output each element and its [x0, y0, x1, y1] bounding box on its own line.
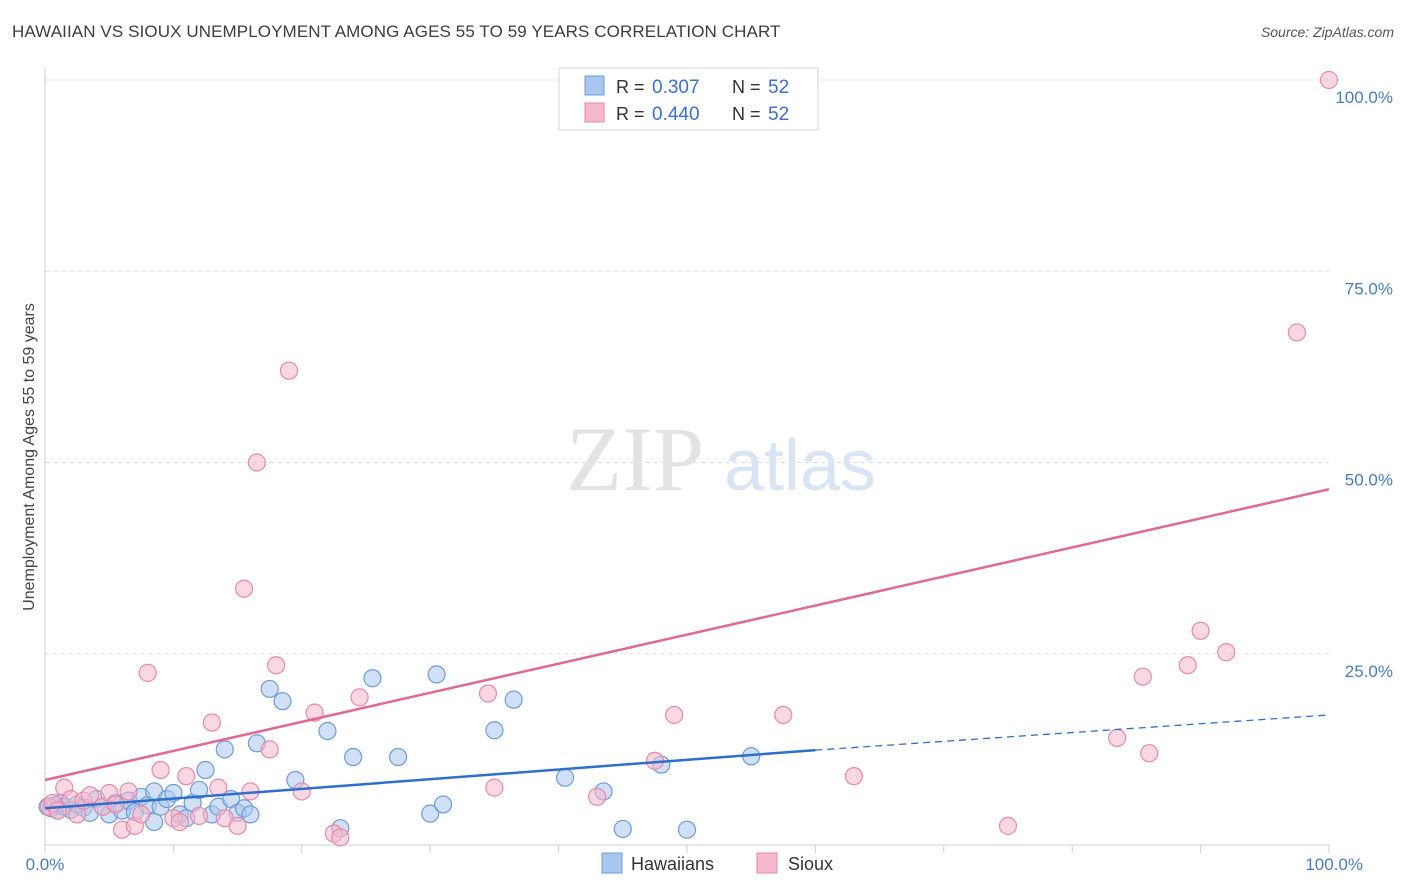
point-sioux-45 — [1133, 667, 1152, 686]
point-hawaiians-52 — [613, 819, 632, 839]
axes — [44, 68, 1330, 853]
y-tick-label-3: 25.0% — [1345, 662, 1393, 681]
point-sioux-49 — [1217, 643, 1236, 662]
point-sioux-20 — [189, 806, 209, 826]
point-sioux-12 — [119, 782, 138, 801]
tick-labels: 100.0% 75.0% 50.0% 25.0% 0.0% 100.0% — [26, 88, 1393, 874]
point-sioux-51 — [1319, 70, 1339, 90]
point-sioux-46 — [1140, 744, 1159, 763]
point-hawaiians-44 — [389, 747, 408, 767]
watermark-zip: ZIP — [566, 408, 704, 510]
point-hawaiians-43 — [363, 669, 382, 688]
point-sioux-34 — [331, 828, 350, 847]
point-sioux-47 — [1178, 656, 1197, 675]
point-hawaiians-47 — [433, 795, 453, 814]
point-sioux-14 — [132, 805, 151, 824]
point-sioux-21 — [202, 713, 222, 732]
trend-line-sioux — [44, 488, 1330, 782]
trend-line-hawaiians-projection — [815, 714, 1330, 751]
y-tick-label-0: 100.0% — [1335, 88, 1393, 107]
point-hawaiians-46 — [427, 665, 446, 684]
point-sioux-48 — [1191, 621, 1210, 640]
point-sioux-40 — [665, 705, 684, 725]
y-axis-label: Unemployment Among Ages 55 to 59 years — [21, 303, 38, 611]
point-sioux-38 — [588, 787, 607, 806]
point-hawaiians-49 — [504, 690, 523, 709]
point-sioux-43 — [998, 816, 1018, 835]
bottom-legend: Hawaiians Sioux — [601, 852, 833, 874]
legend-hawaiians-r-value: 0.307 — [652, 77, 700, 98]
bottom-legend-sioux-swatch — [756, 852, 778, 874]
y-tick-label-2: 50.0% — [1345, 471, 1393, 490]
bottom-legend-sioux-label: Sioux — [788, 854, 833, 874]
point-sioux-50 — [1287, 323, 1307, 342]
bottom-legend-hawaiians-swatch — [601, 852, 623, 874]
point-hawaiians-54 — [677, 820, 697, 839]
point-hawaiians-27 — [189, 780, 209, 800]
point-sioux-37 — [485, 778, 504, 797]
point-sioux-41 — [774, 705, 793, 725]
legend-hawaiians-swatch — [584, 75, 605, 96]
point-sioux-30 — [279, 361, 299, 380]
watermark-atlas: atlas — [724, 426, 876, 506]
point-sioux-35 — [350, 688, 369, 707]
legend: R = 0.307 N = 52 R = 0.440 N = 52 — [558, 67, 819, 131]
x-tick-label-0: 0.0% — [26, 855, 65, 874]
trend-line-hawaiians — [44, 748, 816, 810]
point-sioux-25 — [234, 579, 254, 598]
point-sioux-16 — [151, 760, 170, 780]
point-sioux-15 — [138, 663, 157, 682]
point-sioux-44 — [1108, 728, 1127, 748]
point-hawaiians-50 — [555, 768, 575, 787]
trend-lines — [44, 488, 1330, 810]
watermark: ZIP atlas — [566, 408, 876, 510]
legend-sioux-r-value: 0.440 — [652, 104, 700, 125]
point-hawaiians-48 — [485, 721, 504, 740]
point-hawaiians-42 — [344, 747, 363, 767]
point-sioux-31 — [292, 782, 311, 801]
legend-sioux-n-value: 52 — [768, 104, 789, 125]
point-sioux-27 — [247, 453, 266, 472]
point-hawaiians-31 — [215, 740, 234, 759]
point-sioux-28 — [260, 740, 279, 759]
x-tick-label-1: 100.0% — [1305, 855, 1363, 874]
chart-title: HAWAIIAN VS SIOUX UNEMPLOYMENT AMONG AGE… — [12, 22, 781, 41]
point-sioux-29 — [267, 656, 286, 675]
point-hawaiians-38 — [273, 692, 292, 711]
point-sioux-18 — [170, 812, 189, 832]
point-hawaiians-45 — [421, 804, 440, 823]
legend-hawaiians-r-label: R = — [616, 77, 645, 97]
point-hawaiians-35 — [241, 805, 260, 824]
legend-hawaiians-n-value: 52 — [768, 77, 789, 98]
point-sioux-36 — [478, 684, 498, 703]
legend-sioux-r-label: R = — [616, 104, 645, 124]
point-hawaiians-28 — [196, 760, 215, 780]
point-hawaiians-37 — [260, 679, 279, 699]
legend-hawaiians-n-label: N = — [732, 77, 761, 97]
point-sioux-19 — [177, 767, 196, 786]
point-sioux-24 — [228, 816, 247, 835]
y-tick-label-1: 75.0% — [1345, 279, 1393, 298]
bottom-legend-hawaiians-label: Hawaiians — [631, 854, 714, 874]
point-hawaiians-40 — [318, 721, 337, 741]
point-sioux-42 — [844, 767, 864, 786]
legend-sioux-swatch — [584, 102, 605, 123]
grid-lines — [45, 79, 1329, 655]
source-note: Source: ZipAtlas.com — [1260, 24, 1394, 40]
legend-sioux-n-label: N = — [732, 104, 761, 124]
